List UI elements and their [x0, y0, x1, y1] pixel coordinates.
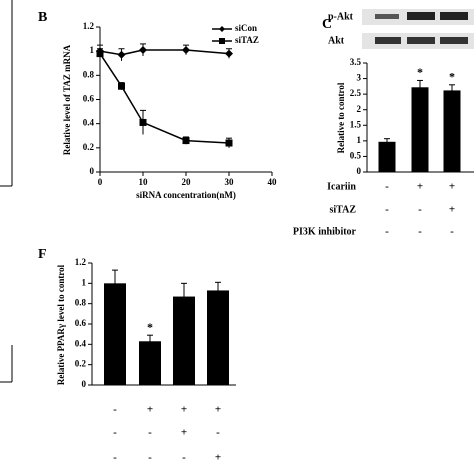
blot	[362, 9, 474, 49]
point	[96, 50, 104, 58]
y-tick-label: 3.5	[350, 57, 362, 67]
condition-sign: -	[148, 427, 152, 439]
condition-sign: +	[215, 404, 221, 416]
x-axis-label: siRNA concentration(nM)	[136, 190, 236, 200]
y-tick-label: 0.4	[75, 338, 87, 348]
y-tick-label: 2.5	[350, 88, 362, 98]
point	[225, 139, 233, 147]
condition-sign: -	[385, 181, 389, 193]
y-tick-label: 1	[90, 45, 95, 55]
condition-sign: +	[215, 452, 221, 464]
condition-sign: -	[418, 204, 422, 216]
series-line	[99, 53, 230, 144]
significance-marker: *	[449, 70, 455, 84]
bar	[104, 283, 126, 385]
panel-label: B	[38, 10, 47, 25]
blot-label: Akt	[328, 35, 345, 46]
condition-sign: -	[182, 452, 186, 464]
panel-label: C	[322, 17, 332, 32]
condition-label: siTAZ	[330, 204, 357, 215]
y-tick-label: 0.8	[83, 69, 95, 79]
condition-sign: +	[417, 181, 423, 193]
condition-sign: -	[216, 427, 220, 439]
y-tick-label: 1.2	[75, 257, 87, 267]
x-tick-label: 20	[182, 177, 192, 187]
y-tick-label: 1	[82, 277, 87, 287]
x-tick-label: 30	[225, 177, 235, 187]
y-tick-label: 1.5	[350, 119, 362, 129]
legend-marker	[219, 26, 225, 32]
y-tick-label: 0.2	[83, 142, 95, 152]
condition-sign: -	[418, 226, 422, 238]
condition-sign: -	[385, 204, 389, 216]
condition-sign: -	[113, 452, 117, 464]
panel-label: F	[38, 247, 47, 262]
legend-label: siTAZ	[235, 35, 259, 45]
condition-sign: +	[147, 404, 153, 416]
condition-label: PI3K inhibitor	[293, 226, 357, 237]
point	[118, 82, 125, 90]
y-tick-label: 0.8	[75, 298, 87, 308]
condition-sign: -	[113, 427, 117, 439]
x-tick-label: 10	[139, 177, 149, 187]
legend-label: siCon	[235, 23, 257, 33]
condition-label: Icariin	[327, 181, 356, 192]
y-tick-label: 0.5	[350, 150, 362, 160]
condition-sign: -	[450, 226, 454, 238]
bar	[443, 90, 461, 172]
y-tick-label: 0.4	[83, 118, 95, 128]
y-tick-label: 3	[357, 73, 362, 83]
y-tick-label: 0	[90, 166, 95, 176]
significance-marker: *	[417, 65, 423, 79]
y-tick-label: 0.6	[83, 94, 95, 104]
point	[182, 137, 190, 145]
condition-sign: +	[449, 204, 455, 216]
legend-marker	[219, 38, 225, 44]
y-axis-label: Relative level of TAZ mRNA	[62, 44, 72, 155]
point	[225, 49, 233, 58]
y-tick-label: 2	[357, 104, 362, 114]
y-tick-label: 0.6	[75, 318, 87, 328]
significance-marker: *	[147, 320, 153, 334]
y-tick-label: 1	[357, 135, 362, 145]
y-tick-label: 0	[82, 379, 87, 389]
bar	[207, 290, 229, 385]
point	[182, 45, 190, 54]
condition-sign: +	[449, 181, 455, 193]
blot-label: p-Akt	[328, 11, 354, 22]
y-tick-label: 0	[357, 166, 362, 176]
point	[117, 50, 126, 59]
y-tick-label: 1.2	[83, 21, 95, 31]
bar	[139, 341, 161, 385]
x-tick-label: 40	[268, 177, 278, 187]
y-axis-label: Relative PPARγ level to control	[56, 264, 66, 385]
point	[139, 45, 147, 54]
condition-sign: +	[181, 427, 187, 439]
x-tick-label: 0	[98, 177, 103, 187]
y-axis-label: Relative to control	[336, 82, 346, 153]
bar	[173, 296, 195, 385]
bar	[411, 87, 429, 172]
y-tick-label: 0.2	[75, 359, 87, 369]
condition-sign: +	[181, 404, 187, 416]
condition-sign: -	[385, 226, 389, 238]
condition-sign: -	[148, 452, 152, 464]
point	[139, 118, 147, 126]
bar	[378, 141, 396, 172]
condition-sign: -	[113, 404, 117, 416]
